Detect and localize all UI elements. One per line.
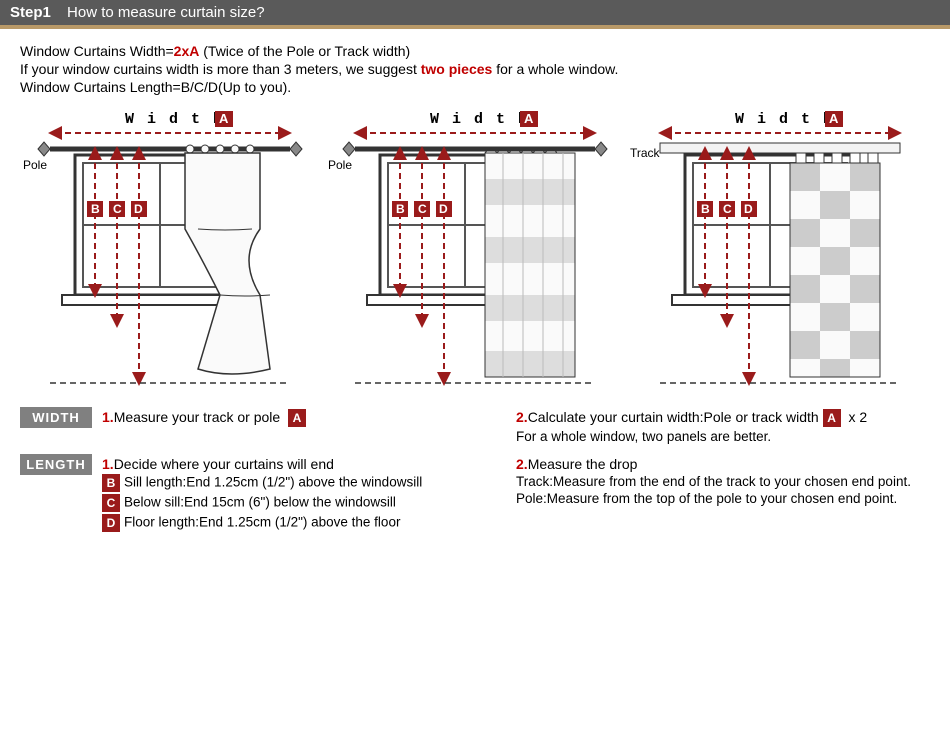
step-number: Step1 (10, 4, 51, 21)
width-step2b: x 2 (845, 409, 868, 425)
length-pill: LENGTH (20, 454, 92, 475)
intro-l3: Window Curtains Length=B/C/D(Up to you). (20, 79, 930, 95)
width-label: W i d t h (125, 111, 224, 128)
diagram-pole-2: W i d t h A Pole (325, 109, 625, 399)
label-pole-2: Pole (328, 158, 352, 172)
label-pole: Pole (23, 158, 47, 172)
badge-d-2: D (439, 202, 448, 216)
length-s2b: Pole:Measure from the top of the pole to… (516, 491, 912, 506)
intro-l1c: (Twice of the Pole or Track width) (199, 43, 410, 59)
tag-b: B (102, 474, 120, 492)
intro-l1a: Window Curtains Width= (20, 43, 174, 59)
badge-d-3: D (744, 202, 753, 216)
width-step1-text: Measure your track or pole (114, 409, 281, 425)
badge-a: A (219, 111, 229, 126)
badge-b: B (91, 202, 100, 216)
length-col-2: 2.Measure the drop Track:Measure from th… (516, 454, 930, 534)
tag-c: C (102, 494, 120, 512)
width-label: W i d t h (430, 111, 529, 128)
tag-d: D (102, 514, 120, 532)
width-pill: WIDTH (20, 407, 92, 428)
tag-a-2: A (823, 409, 841, 427)
badge-a-3: A (829, 111, 839, 126)
length-num-1: 1. (102, 456, 114, 472)
width-num-2: 2. (516, 409, 528, 425)
length-s1: Decide where your curtains will end (114, 456, 334, 472)
length-row: LENGTH 1.Decide where your curtains will… (20, 454, 930, 534)
intro-l1b: 2xA (174, 43, 200, 59)
diagram-row: W i d t h A Pole (20, 109, 930, 399)
diagram-pole-1: W i d t h A Pole (20, 109, 320, 399)
intro-text: Window Curtains Width=2xA (Twice of the … (20, 43, 930, 95)
width-step2c: For a whole window, two panels are bette… (516, 429, 912, 444)
badge-c: C (113, 202, 122, 216)
length-num-2: 2. (516, 456, 528, 472)
width-col-2: 2.Calculate your curtain width:Pole or t… (516, 407, 930, 446)
steps: WIDTH 1.Measure your track or pole A 2.C… (20, 407, 930, 534)
length-s2a: Track:Measure from the end of the track … (516, 474, 912, 489)
length-d: Floor length:End 1.25cm (1/2") above the… (124, 515, 400, 530)
intro-l2c: for a whole window. (492, 61, 618, 77)
badge-c-3: C (723, 202, 732, 216)
width-row: WIDTH 1.Measure your track or pole A 2.C… (20, 407, 930, 446)
length-s2: Measure the drop (528, 456, 638, 472)
badge-d: D (134, 202, 143, 216)
width-label: W i d t h (735, 111, 834, 128)
length-col-1: 1.Decide where your curtains will end BS… (102, 454, 516, 534)
intro-l2b: two pieces (421, 61, 493, 77)
length-c: Below sill:End 15cm (6") below the windo… (124, 495, 396, 510)
badge-b-2: B (396, 202, 405, 216)
width-step2a: Calculate your curtain width:Pole or tra… (528, 409, 823, 425)
diagram-track: W i d t h A Track (630, 109, 930, 399)
width-num-1: 1. (102, 409, 114, 425)
width-col-1: 1.Measure your track or pole A (102, 407, 516, 446)
label-track: Track (630, 146, 661, 160)
length-b: Sill length:End 1.25cm (1/2") above the … (124, 475, 422, 490)
step-title: How to measure curtain size? (67, 4, 265, 21)
badge-a-2: A (524, 111, 534, 126)
badge-c-2: C (418, 202, 427, 216)
badge-b-3: B (701, 202, 710, 216)
tag-a: A (288, 409, 306, 427)
intro-l2a: If your window curtains width is more th… (20, 61, 421, 77)
step-header: Step1 How to measure curtain size? (0, 0, 950, 29)
content: Window Curtains Width=2xA (Twice of the … (0, 29, 950, 552)
